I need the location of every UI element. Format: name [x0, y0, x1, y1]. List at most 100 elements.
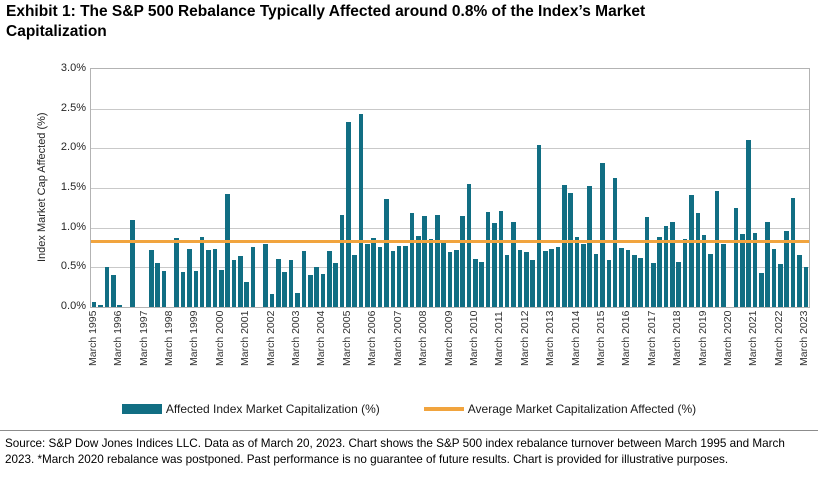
x-tick-label: March 2004 — [315, 311, 328, 367]
bar — [631, 254, 637, 307]
bar — [339, 214, 345, 307]
bar — [454, 249, 459, 307]
x-tick-label: March 1997 — [137, 311, 150, 367]
legend-label-bars: Affected Index Market Capitalization (%) — [165, 402, 380, 416]
x-tick-label: March 2001 — [239, 311, 252, 367]
x-tick-label: March 1995 — [86, 311, 99, 367]
bar — [803, 267, 809, 307]
bar — [333, 262, 338, 307]
y-tick-label: 1.0% — [60, 220, 86, 233]
bar — [511, 222, 516, 307]
x-tick-label: March 2002 — [264, 311, 277, 367]
bar — [231, 260, 237, 307]
bar — [422, 215, 427, 307]
bar — [492, 222, 497, 307]
bar — [593, 253, 599, 307]
bar — [587, 186, 593, 307]
page-title: Exhibit 1: The S&P 500 Rebalance Typical… — [6, 3, 646, 41]
bar — [670, 222, 675, 307]
bar — [568, 192, 574, 307]
x-tick-label: March 2017 — [645, 311, 658, 367]
bar — [720, 243, 726, 307]
bar — [130, 219, 135, 307]
bar — [733, 207, 739, 307]
bar — [377, 246, 383, 307]
bar — [250, 246, 256, 307]
bar — [441, 239, 446, 307]
x-tick-label: March 2015 — [594, 311, 607, 367]
y-tick-label: 0.0% — [60, 300, 86, 312]
bar — [180, 272, 186, 307]
bar — [771, 249, 777, 307]
bar — [301, 250, 307, 307]
bar — [759, 272, 764, 307]
bar — [320, 274, 326, 307]
bar — [238, 256, 243, 307]
legend-label-average: Average Market Capitalization Affected (… — [467, 402, 697, 416]
bar — [530, 260, 535, 307]
bar — [644, 216, 650, 307]
average-line — [91, 239, 809, 243]
y-tick-label: 3.0% — [60, 62, 86, 74]
bar — [651, 262, 656, 307]
bar — [739, 234, 745, 307]
bar — [396, 245, 402, 307]
bar — [187, 249, 192, 307]
bar — [193, 270, 199, 307]
bar — [708, 253, 713, 307]
bar — [657, 237, 662, 307]
x-tick-label: March 2019 — [696, 311, 709, 367]
bar — [479, 261, 485, 307]
bar — [504, 255, 510, 307]
bar — [562, 184, 567, 307]
bar — [358, 114, 364, 307]
bar — [606, 260, 612, 307]
bar — [473, 258, 478, 307]
x-tick-label: March 2016 — [620, 311, 633, 367]
bar — [701, 234, 707, 307]
bar — [746, 139, 751, 307]
bar — [244, 282, 249, 307]
bar — [161, 271, 167, 307]
bar — [778, 264, 783, 307]
bar — [199, 237, 205, 307]
bar — [390, 250, 396, 307]
x-tick-label: March 2003 — [290, 311, 302, 367]
bar — [352, 255, 357, 307]
bar — [91, 302, 97, 307]
bar — [714, 191, 720, 307]
bar — [263, 243, 269, 307]
bar — [523, 252, 529, 307]
x-tick-label: March 2000 — [213, 311, 226, 367]
legend-item-bars: Affected Index Market Capitalization (%) — [121, 402, 380, 416]
bar — [619, 247, 624, 307]
x-tick-label: March 2006 — [366, 311, 379, 367]
x-tick-label: March 1998 — [162, 311, 175, 367]
bar — [790, 197, 796, 307]
bar — [765, 222, 770, 307]
bar — [555, 246, 561, 307]
legend: Affected Index Market Capitalization (%)… — [0, 399, 818, 419]
bar — [434, 214, 440, 307]
grid-line — [91, 108, 809, 110]
x-tick-label: March 2011 — [493, 311, 506, 366]
x-tick-label: March 2014 — [569, 311, 582, 367]
bar — [689, 195, 694, 307]
bar — [447, 252, 453, 307]
y-tick-label: 2.0% — [60, 141, 86, 154]
x-tick-label: March 2010 — [467, 311, 480, 367]
bar — [384, 199, 389, 307]
bar — [218, 269, 224, 307]
x-tick-label: March 2021 — [747, 311, 760, 367]
x-tick-label: March 2023 — [798, 311, 811, 367]
bar — [428, 238, 434, 307]
footer-divider — [0, 430, 818, 431]
x-tick-label: March 2007 — [391, 311, 404, 367]
rebalance-turnover-chart: Index Market Cap Affected (%) 0.0% 0.5% 1.… — [36, 62, 811, 367]
bar — [600, 162, 605, 307]
y-tick-label: 1.5% — [60, 181, 86, 193]
bar — [466, 184, 472, 307]
bar — [212, 249, 218, 307]
x-tick-label: March 1999 — [188, 311, 201, 367]
bar — [581, 243, 586, 307]
